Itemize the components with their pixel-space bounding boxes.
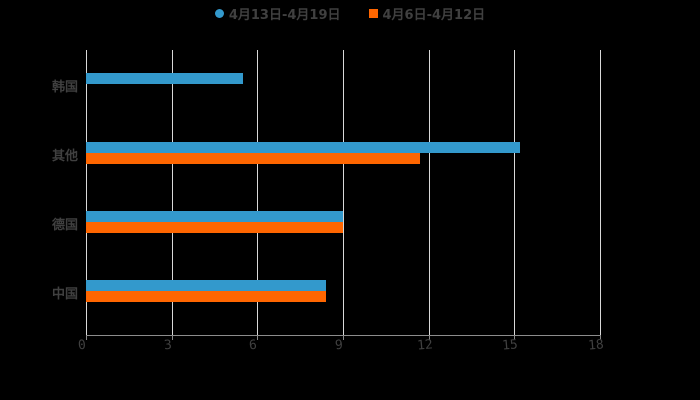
x-tick-label: 3	[163, 337, 173, 354]
gridline	[600, 50, 601, 335]
axis-tick	[343, 335, 344, 340]
gridline	[257, 50, 258, 335]
x-tick-label: 18	[587, 337, 605, 354]
chart-legend: 4月13日-4月19日 4月6日-4月12日	[0, 4, 700, 23]
gridline	[429, 50, 430, 335]
legend-label: 4月6日-4月12日	[382, 7, 486, 23]
bar[interactable]	[86, 153, 420, 164]
x-tick-label: 15	[501, 337, 519, 354]
axis-tick	[172, 335, 173, 340]
gridline	[172, 50, 173, 335]
category-label: 其他	[51, 149, 78, 164]
axis-tick	[514, 335, 515, 340]
gridline	[86, 50, 87, 335]
x-tick-label: 0	[77, 337, 87, 354]
legend-marker-circle-icon	[214, 8, 224, 18]
x-tick-label: 6	[248, 337, 258, 354]
legend-item-series2[interactable]: 4月6日-4月12日	[368, 4, 486, 23]
bar[interactable]	[86, 73, 243, 84]
bar[interactable]	[86, 142, 520, 153]
axis-tick	[257, 335, 258, 340]
axis-tick	[86, 335, 87, 340]
x-axis	[86, 335, 601, 336]
bar[interactable]	[86, 291, 326, 302]
gridline	[514, 50, 515, 335]
x-tick-label: 12	[416, 337, 434, 354]
category-label: 中国	[51, 287, 78, 302]
legend-marker-square-icon	[368, 8, 378, 18]
bar[interactable]	[86, 211, 343, 222]
legend-label: 4月13日-4月19日	[228, 7, 341, 23]
legend-item-series1[interactable]: 4月13日-4月19日	[214, 4, 341, 23]
category-label: 德国	[51, 218, 78, 233]
category-label: 韩国	[51, 80, 78, 95]
gridline	[343, 50, 344, 335]
bar[interactable]	[86, 280, 326, 291]
axis-tick	[429, 335, 430, 340]
bar[interactable]	[86, 222, 343, 233]
x-tick-label: 9	[334, 337, 344, 354]
axis-tick	[600, 335, 601, 340]
